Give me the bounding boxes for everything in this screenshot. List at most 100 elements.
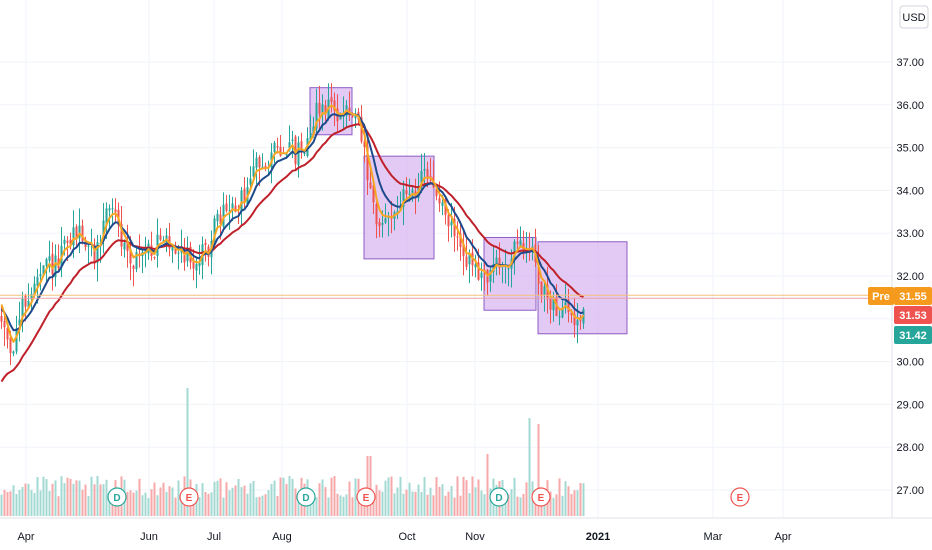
- volume-bar: [9, 491, 12, 516]
- candle-body: [39, 274, 42, 277]
- volume-bar: [387, 477, 390, 516]
- volume-bar: [12, 485, 15, 516]
- candle-body: [339, 116, 342, 120]
- candle-body: [48, 256, 51, 261]
- volume-bar: [471, 476, 474, 516]
- candle-body: [426, 169, 429, 178]
- candle-body: [330, 97, 333, 102]
- volume-bar: [570, 493, 573, 516]
- volume-bar: [246, 493, 249, 516]
- earnings-event-icon[interactable]: E: [356, 487, 376, 507]
- candle-body: [18, 319, 21, 326]
- volume-bar: [141, 495, 144, 516]
- candle-body: [45, 259, 48, 266]
- candle-body: [438, 198, 441, 204]
- volume-bar: [375, 484, 378, 516]
- volume-bar: [255, 497, 258, 516]
- volume-bar: [459, 495, 462, 516]
- candle-body: [261, 166, 264, 168]
- candle-body: [234, 205, 237, 212]
- candle-body: [69, 239, 72, 245]
- dividend-event-icon[interactable]: D: [107, 487, 127, 507]
- volume-bar: [267, 490, 270, 516]
- candle-body: [291, 139, 294, 141]
- volume-bar: [159, 487, 162, 516]
- volume-bar: [99, 484, 102, 516]
- price-labels: Pre 31.55 31.53 31.42: [868, 287, 932, 344]
- candle-body: [477, 262, 480, 280]
- candle-body: [537, 259, 540, 284]
- volume-bar: [564, 481, 567, 516]
- volume-bar: [561, 495, 564, 516]
- candle-body: [318, 102, 321, 114]
- volume-bar: [489, 488, 492, 516]
- ma-fast-line: [0, 104, 585, 343]
- volume-bar: [147, 497, 150, 516]
- svg-text:E: E: [737, 493, 744, 504]
- volume-bar: [24, 483, 27, 516]
- time-tick-label: 2021: [586, 531, 610, 543]
- candle-body: [420, 171, 423, 185]
- time-tick-label: Jun: [140, 531, 158, 543]
- candle-body: [198, 262, 201, 267]
- currency-button[interactable]: USD: [899, 5, 929, 29]
- candle-body: [552, 298, 555, 311]
- volume-bar: [258, 496, 261, 516]
- candle-body: [276, 145, 279, 148]
- dividend-event-icon[interactable]: D: [296, 487, 316, 507]
- volume-bar: [321, 479, 324, 516]
- dividend-event-icon[interactable]: D: [489, 487, 509, 507]
- volume-bar: [579, 483, 582, 516]
- volume-bar: [483, 494, 486, 516]
- candle-body: [51, 253, 54, 275]
- volume-bar: [87, 495, 90, 516]
- earnings-event-icon[interactable]: E: [179, 487, 199, 507]
- candle-body: [243, 188, 246, 204]
- candle-body: [315, 103, 318, 129]
- volume-bar: [30, 490, 33, 516]
- earnings-event-icon[interactable]: E: [730, 487, 750, 507]
- volume-bar: [171, 487, 174, 516]
- pre-market-tag: Pre: [868, 287, 894, 305]
- time-tick-label: Mar: [704, 531, 723, 543]
- volume-bar: [432, 495, 435, 516]
- volume-bar: [480, 490, 483, 516]
- candle-body: [252, 166, 255, 177]
- time-axis[interactable]: Apr Jun Jul Aug Oct Nov 2021 Mar Apr: [17, 531, 791, 543]
- svg-text:31.55: 31.55: [899, 291, 927, 303]
- candle-body: [102, 220, 105, 241]
- volume-bar: [228, 490, 231, 516]
- volume-bar: [513, 477, 516, 516]
- volume-bar: [507, 494, 510, 516]
- svg-text:Pre: Pre: [872, 291, 890, 303]
- candle-body: [171, 247, 174, 251]
- volume-bar: [369, 456, 372, 516]
- volume-bar: [126, 491, 129, 516]
- candle-body: [54, 255, 57, 278]
- volume-bar: [21, 486, 24, 516]
- volume-bar: [135, 490, 138, 516]
- svg-text:D: D: [113, 493, 120, 504]
- volume-bar: [63, 483, 66, 516]
- candle-body: [21, 297, 24, 318]
- volume-bar: [51, 483, 54, 516]
- volume-bar: [60, 476, 63, 516]
- price-label-badge: 31.53: [894, 306, 932, 324]
- candle-body: [162, 240, 165, 242]
- price-tick-label: 29.00: [896, 399, 924, 411]
- candle-body: [126, 242, 129, 252]
- candle-body: [378, 222, 381, 227]
- volume-bar: [279, 477, 282, 516]
- volume-bar: [405, 489, 408, 516]
- volume-bar: [486, 454, 489, 516]
- volume-bar: [15, 494, 18, 516]
- volume-bar: [102, 484, 105, 516]
- volume-bar: [399, 476, 402, 516]
- svg-text:E: E: [363, 493, 370, 504]
- candle-body: [129, 248, 132, 264]
- candle-body: [123, 242, 126, 250]
- earnings-event-icon[interactable]: E: [531, 487, 551, 507]
- candle-body: [567, 299, 570, 313]
